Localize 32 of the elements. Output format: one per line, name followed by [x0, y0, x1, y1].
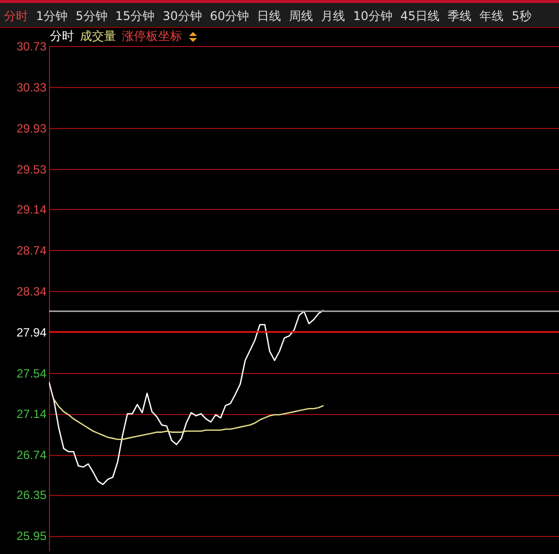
text: 1分钟	[35, 8, 69, 25]
y-tick-label: 27.54	[16, 366, 47, 380]
text: 60分钟	[208, 8, 250, 25]
text: 涨停板坐标	[122, 29, 182, 43]
text: 分时	[3, 8, 29, 25]
y-tick-label: 29.14	[16, 202, 47, 216]
text: 月线	[320, 8, 346, 25]
text: 分时	[50, 29, 74, 43]
y-tick-label: 27.94	[16, 325, 47, 340]
text: 10分钟	[352, 8, 394, 25]
y-tick-label: 27.14	[16, 407, 47, 422]
y-tick-label: 29.53	[16, 162, 47, 176]
text: 季线	[446, 8, 473, 25]
text: 年线	[478, 8, 505, 25]
y-tick-label: 30.33	[16, 80, 47, 94]
text: 5秒	[510, 8, 532, 25]
text: 45日线	[399, 8, 441, 25]
y-tick-label: 26.74	[16, 448, 47, 462]
text: 成交量	[80, 29, 116, 43]
line-series	[49, 310, 324, 486]
y-tick-label: 30.73	[16, 40, 47, 54]
y-tick-label: 28.74	[16, 243, 47, 258]
y-tick-label: 26.35	[16, 488, 47, 502]
y-tick-label: 28.34	[16, 284, 47, 298]
y-tick-label: 29.93	[16, 121, 47, 136]
text: 周线	[288, 8, 314, 25]
text: 5分钟	[74, 8, 108, 25]
line-series	[53, 398, 324, 440]
y-tick-label: 25.95	[16, 529, 47, 544]
text: 15分钟	[114, 8, 156, 25]
text: 日线	[256, 8, 282, 25]
text: 30分钟	[162, 8, 203, 25]
